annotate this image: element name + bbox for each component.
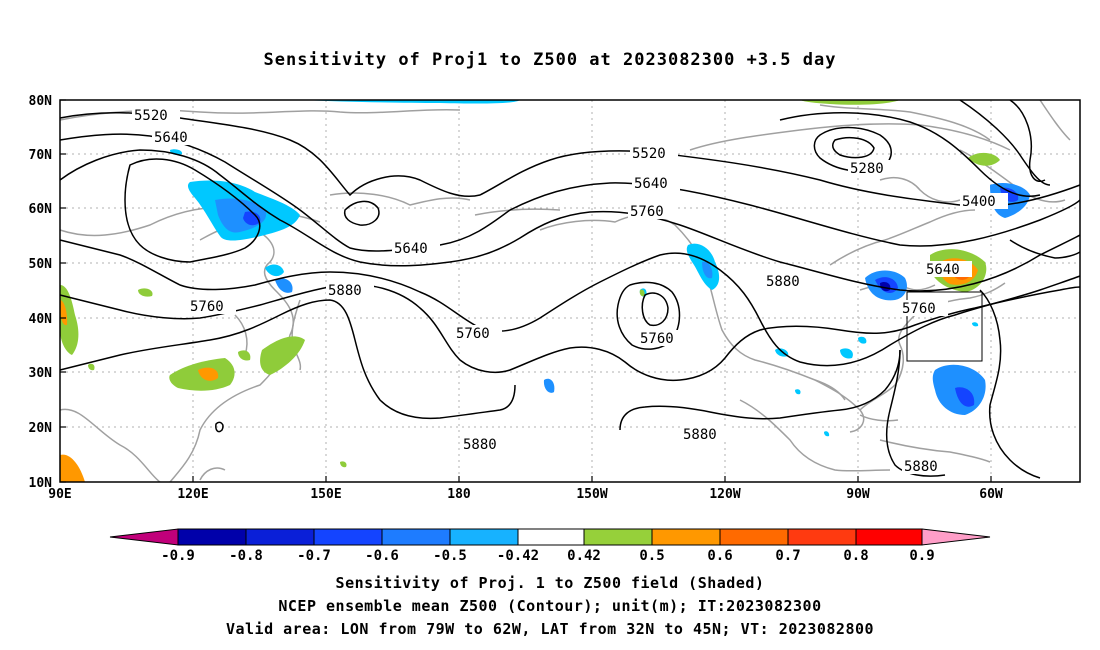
colorbar-label: -0.6 <box>365 548 399 564</box>
shade-negative-pacific <box>543 378 555 393</box>
colorbar-cell <box>517 528 585 546</box>
shade-negative-atlantic-core <box>955 387 975 407</box>
contour-label: 5760 <box>630 204 664 220</box>
shade-positive-south-west <box>60 454 85 482</box>
contour-label: 5640 <box>394 241 428 257</box>
shade-positive-china-2 <box>238 350 251 361</box>
colorbar-label: 0.42 <box>567 548 601 564</box>
contour-label: 5760 <box>190 299 224 315</box>
shade-positive-japan <box>260 336 305 375</box>
sensitivity-shading <box>60 100 1030 482</box>
contour-label: 5280 <box>850 161 884 177</box>
map-title: Sensitivity of Proj1 to Z500 at 20230823… <box>263 50 837 70</box>
colorbar-label: 0.8 <box>843 548 868 564</box>
lon-label: 120E <box>177 487 208 502</box>
shade-negative-arctic <box>300 100 520 104</box>
caption-shading: Sensitivity of Proj. 1 to Z500 field (Sh… <box>335 574 765 592</box>
colorbar-over-triangle <box>921 528 991 546</box>
lat-label: 20N <box>29 421 53 436</box>
colorbar-label: -0.5 <box>433 548 467 564</box>
lat-label: 50N <box>29 257 53 272</box>
valid-area-box <box>906 291 983 362</box>
colorbar-label: -0.42 <box>497 548 539 564</box>
colorbar-cell <box>855 528 923 546</box>
axis-ticks <box>60 99 992 483</box>
colorbar-cell <box>787 528 857 546</box>
map-frame <box>59 99 1081 483</box>
shade-negative-small-2 <box>275 278 293 293</box>
contour-label: 5880 <box>904 459 938 475</box>
colorbar-label: 0.7 <box>775 548 800 564</box>
caption-contour: NCEP ensemble mean Z500 (Contour); unit(… <box>278 597 822 615</box>
contour-label: 5880 <box>463 437 497 453</box>
lat-label: 30N <box>29 366 53 381</box>
lon-label: 90E <box>48 487 71 502</box>
contour-label: 5400 <box>962 194 996 210</box>
latitude-labels: 80N 70N 60N 50N 40N 30N 20N 10N <box>29 94 53 491</box>
lon-label: 60W <box>979 487 1003 502</box>
colorbar-cell <box>651 528 721 546</box>
shade-positive-labrador <box>968 152 1000 166</box>
coastlines <box>59 99 1071 483</box>
contour-label: 5640 <box>154 130 188 146</box>
colorbar-label: -0.9 <box>161 548 195 564</box>
colorbar-cell <box>583 528 653 546</box>
lat-label: 60N <box>29 202 53 217</box>
contour-label: 5520 <box>134 108 168 124</box>
lon-label: 150E <box>310 487 341 502</box>
shade-positive-west-edge <box>60 285 79 355</box>
colorbar-cell <box>719 528 789 546</box>
contour-label: 5880 <box>766 274 800 290</box>
contour-label: 5640 <box>926 262 960 278</box>
contour-label: 5880 <box>328 283 362 299</box>
lon-label: 180 <box>447 487 471 502</box>
colorbar <box>109 528 991 546</box>
colorbar-cell <box>177 528 247 546</box>
shade-negative-small-1 <box>265 264 284 277</box>
lon-label: 90W <box>846 487 870 502</box>
lat-label: 10N <box>29 476 53 491</box>
colorbar-cell <box>313 528 383 546</box>
lat-label: 40N <box>29 312 53 327</box>
contour-labels: 5520 5640 5520 5640 5280 5400 5760 5640 … <box>132 107 1008 475</box>
contour-label: 5760 <box>902 301 936 317</box>
colorbar-label: -0.7 <box>297 548 331 564</box>
colorbar-label: 0.5 <box>639 548 664 564</box>
colorbar-under-triangle <box>109 528 179 546</box>
z500-contours <box>59 99 1081 479</box>
lat-label: 70N <box>29 148 53 163</box>
lon-label: 120W <box>709 487 740 502</box>
contour-label: 5760 <box>456 326 490 342</box>
shade-positive-arctic <box>800 100 900 105</box>
longitude-labels: 90E 120E 150E 180 150W 120W 90W 60W <box>48 487 1003 502</box>
contour-label: 5880 <box>683 427 717 443</box>
colorbar-label: -0.8 <box>229 548 263 564</box>
colorbar-label: 0.6 <box>707 548 732 564</box>
shade-negative-west-na-inner <box>702 261 713 279</box>
shade-positive-china-orange <box>198 367 219 381</box>
lat-label: 80N <box>29 94 53 109</box>
colorbar-cell <box>245 528 315 546</box>
colorbar-cell <box>449 528 519 546</box>
colorbar-label: 0.9 <box>909 548 934 564</box>
colorbar-cell <box>381 528 451 546</box>
contour-label: 5520 <box>632 146 666 162</box>
caption-valid-area: Valid area: LON from 79W to 62W, LAT fro… <box>225 620 875 638</box>
lon-label: 150W <box>576 487 607 502</box>
colorbar-labels: -0.9 -0.8 -0.7 -0.6 -0.5 -0.42 0.42 0.5 … <box>161 548 935 564</box>
contour-label: 5640 <box>634 176 668 192</box>
contour-label: 5760 <box>640 331 674 347</box>
shade-positive-west-edge-orange <box>60 300 68 326</box>
